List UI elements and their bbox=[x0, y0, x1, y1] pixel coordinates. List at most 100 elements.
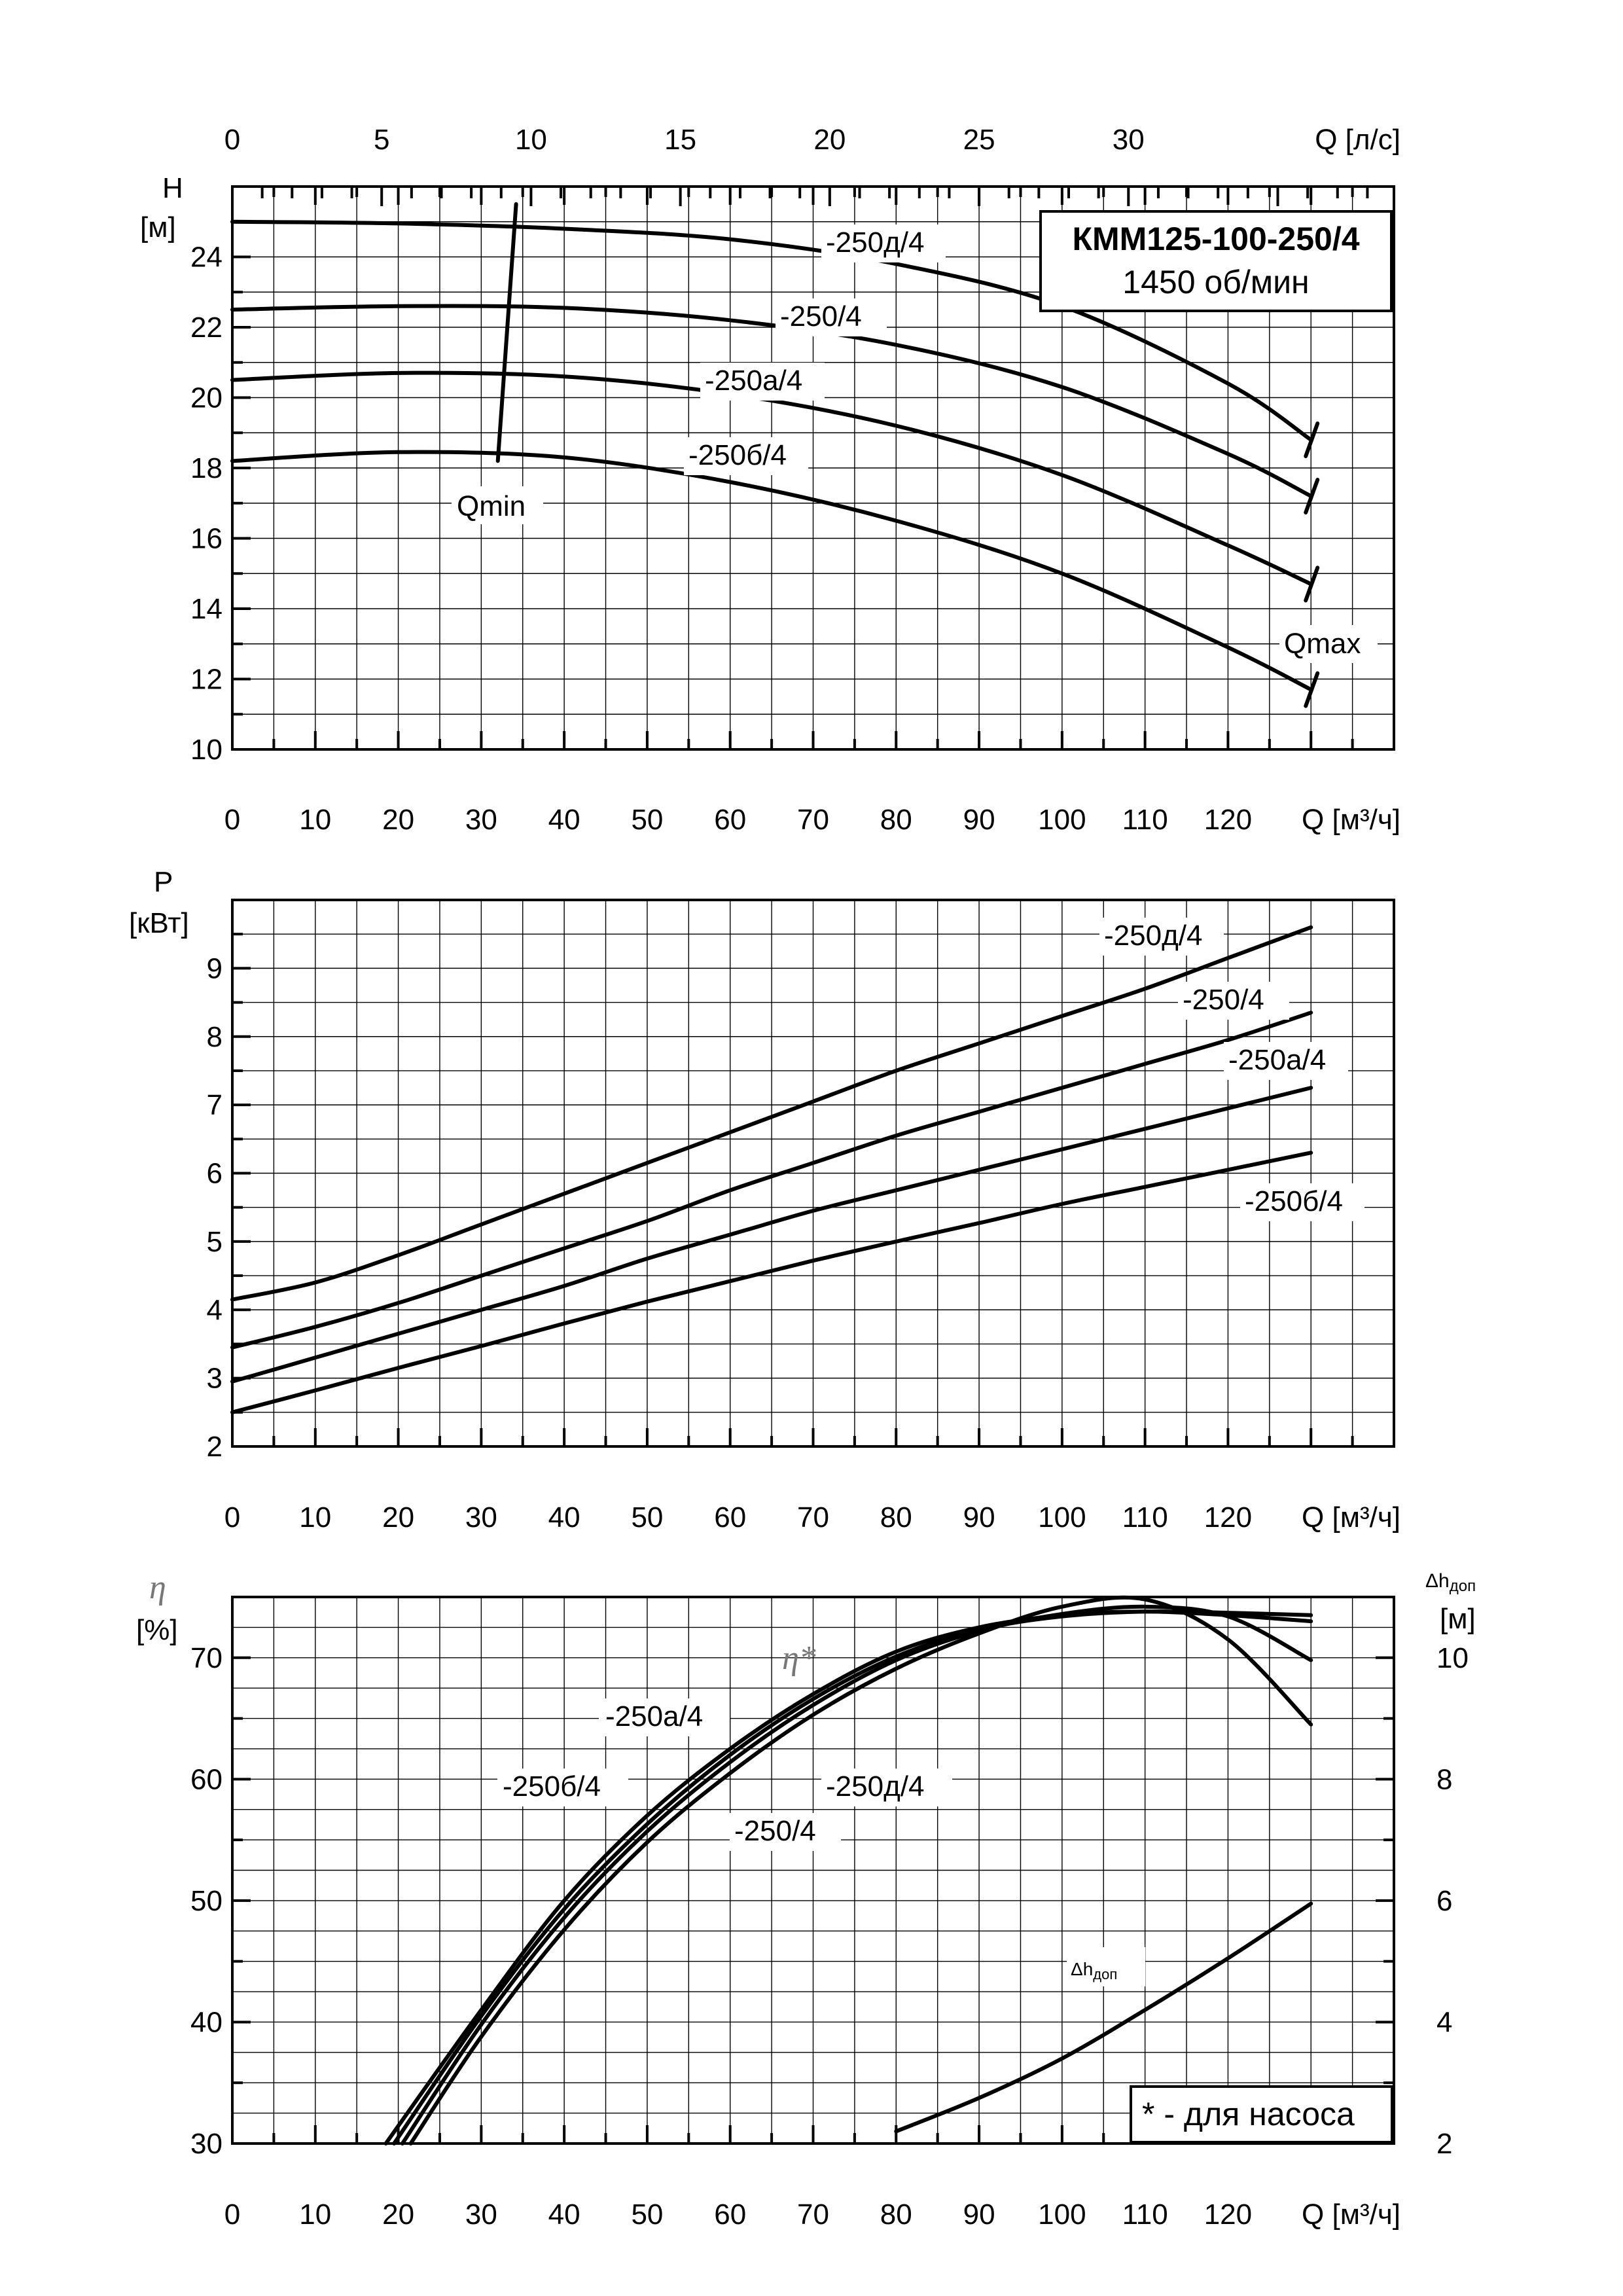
x-tick-label: 120 bbox=[1204, 804, 1252, 836]
y2-tick-label: 2 bbox=[1436, 2128, 1452, 2160]
eff-label-250d: -250д/4 bbox=[826, 1770, 924, 1803]
x2-tick-label: 5 bbox=[374, 124, 389, 156]
series-line-0 bbox=[383, 1609, 1313, 2145]
x-tick-label: 110 bbox=[1122, 2198, 1168, 2231]
power-label-bg-d bbox=[1099, 918, 1224, 956]
x-tick-label: 50 bbox=[631, 2198, 663, 2231]
efficiency-tick-labels: 0 10 20 30 40 50 60 70 80 90 100 110 120 30 40 50 60 70 2 4… bbox=[190, 1642, 1469, 2231]
npsh-axis-subscript: доп bbox=[1450, 1577, 1476, 1595]
series-line-1 bbox=[392, 1609, 1313, 2145]
eta-pump-label: η* bbox=[782, 1640, 816, 1677]
head-ylabel-unit: [м] bbox=[140, 211, 176, 243]
npsh-label-bg bbox=[1067, 1947, 1145, 1986]
x-tick-label: 120 bbox=[1204, 1501, 1252, 1534]
power-tick-labels: 0 10 20 30 40 50 60 70 80 90 100 110 120 2 3 4 5 6 7 8 9 bbox=[207, 952, 1253, 1534]
x2-tick-label: 10 bbox=[515, 124, 547, 156]
qmin-marker: Qmin bbox=[452, 202, 543, 524]
y-tick-label: 18 bbox=[190, 452, 223, 484]
power-label-250b: -250б/4 bbox=[1245, 1185, 1343, 1217]
x2-tick-label: 20 bbox=[813, 124, 846, 156]
eff-label-250a: -250а/4 bbox=[605, 1700, 703, 1732]
y-tick-label: 30 bbox=[190, 2128, 223, 2160]
power-label-bg-250 bbox=[1178, 982, 1289, 1020]
x-tick-label: 20 bbox=[382, 1501, 414, 1534]
y-tick-label: 6 bbox=[207, 1158, 223, 1190]
qmin-label-bg bbox=[452, 486, 543, 524]
y-tick-label: 3 bbox=[207, 1363, 223, 1395]
head-label-250d: -250д/4 bbox=[826, 226, 924, 259]
x-tick-label: 10 bbox=[299, 804, 331, 836]
x-tick-label: 70 bbox=[797, 804, 829, 836]
npsh-axis-unit: [м] bbox=[1440, 1603, 1476, 1635]
y-tick-label: 8 bbox=[207, 1021, 223, 1053]
head-series-labels: -250д/4 -250/4 -250а/4 -250б/4 bbox=[684, 224, 946, 475]
model-title-box: КММ125-100-250/4 1450 об/мин bbox=[1039, 210, 1393, 312]
x-tick-label: 0 bbox=[224, 2198, 240, 2231]
qmax-end-mark bbox=[1304, 565, 1320, 603]
head-x2label: Q [л/с] bbox=[1315, 124, 1400, 156]
y-tick-label: 60 bbox=[190, 1763, 223, 1795]
y-tick-label: 5 bbox=[207, 1226, 223, 1258]
efficiency-xlabel: Q [м³/ч] bbox=[1302, 2198, 1400, 2231]
power-ylabel-unit: [кВт] bbox=[129, 907, 189, 939]
x-tick-label: 60 bbox=[714, 1501, 746, 1534]
x-tick-label: 110 bbox=[1122, 804, 1168, 836]
x-tick-label: 50 bbox=[631, 804, 663, 836]
y2-tick-label: 8 bbox=[1436, 1763, 1452, 1795]
y2-tick-label: 6 bbox=[1436, 1885, 1452, 1917]
efficiency-ylabel-symbol: η bbox=[149, 1569, 166, 1606]
note-text: * - для насоса bbox=[1142, 2096, 1355, 2132]
power-label-250a: -250а/4 bbox=[1228, 1044, 1326, 1076]
eff-label-bg-250 bbox=[730, 1813, 841, 1851]
power-label-bg-a bbox=[1224, 1042, 1348, 1080]
series-line-2 bbox=[230, 1086, 1313, 1384]
eff-label-bg-d bbox=[821, 1768, 952, 1806]
npsh-axis-label: Δhдоп [м] bbox=[1425, 1570, 1476, 1635]
qmax-label-bg bbox=[1279, 625, 1378, 663]
x-tick-label: 10 bbox=[299, 1501, 331, 1534]
head-label-bg-a bbox=[700, 363, 825, 401]
series-line-1 bbox=[230, 1011, 1313, 1350]
npsh-series-subscript: доп bbox=[1093, 1966, 1117, 1982]
head-tick-labels: 0 10 20 30 40 50 60 70 80 90 100 110 120101214161820… bbox=[190, 124, 1252, 836]
x-tick-label: 60 bbox=[714, 2198, 746, 2231]
x-tick-label: 90 bbox=[963, 1501, 995, 1534]
series-line-0 bbox=[230, 219, 1313, 442]
x-tick-label: 100 bbox=[1038, 804, 1086, 836]
head-label-bg-250 bbox=[776, 298, 887, 336]
x-tick-label: 30 bbox=[465, 1501, 497, 1534]
x-tick-label: 30 bbox=[465, 2198, 497, 2231]
head-xlabel: Q [м³/ч] bbox=[1302, 804, 1400, 836]
power-label-bg-b bbox=[1240, 1183, 1364, 1221]
x-tick-label: 40 bbox=[548, 804, 580, 836]
y-tick-label: 4 bbox=[207, 1294, 223, 1326]
y-tick-label: 14 bbox=[190, 593, 223, 625]
qmax-end-marks bbox=[1304, 422, 1320, 708]
series-line-3 bbox=[408, 1595, 1313, 2145]
x-tick-label: 40 bbox=[548, 2198, 580, 2231]
y-tick-label: 9 bbox=[207, 952, 223, 984]
head-label-250: -250/4 bbox=[780, 300, 862, 332]
efficiency-series-labels: η* -250а/4 -250б/4 -250/4 -250д/4 Δhдоп bbox=[497, 1640, 1145, 1986]
y-tick-label: 16 bbox=[190, 523, 223, 555]
head-ylabel-symbol: H bbox=[162, 172, 183, 204]
y-tick-label: 12 bbox=[190, 664, 223, 696]
x-tick-label: 0 bbox=[224, 1501, 240, 1534]
x-tick-label: 80 bbox=[880, 804, 912, 836]
series-line-2 bbox=[400, 1604, 1313, 2145]
model-speed: 1450 об/мин bbox=[1122, 264, 1309, 300]
eff-label-250b: -250б/4 bbox=[503, 1770, 601, 1803]
x-tick-label: 110 bbox=[1122, 1501, 1168, 1534]
qmax-end-mark bbox=[1304, 478, 1320, 514]
power-chart: 0 10 20 30 40 50 60 70 80 90 100 110 120 2 3 4 5 6 7 8 9 P [… bbox=[129, 866, 1400, 1534]
x-tick-label: 80 bbox=[880, 1501, 912, 1534]
y2-tick-label: 10 bbox=[1436, 1642, 1469, 1674]
model-name: КММ125-100-250/4 bbox=[1072, 221, 1359, 257]
x-tick-label: 10 bbox=[299, 2198, 331, 2231]
power-xlabel: Q [м³/ч] bbox=[1302, 1501, 1400, 1534]
eff-label-bg-b bbox=[497, 1768, 628, 1806]
x-tick-label: 120 bbox=[1204, 2198, 1252, 2231]
x-tick-label: 70 bbox=[797, 1501, 829, 1534]
y-tick-label: 22 bbox=[190, 312, 223, 344]
